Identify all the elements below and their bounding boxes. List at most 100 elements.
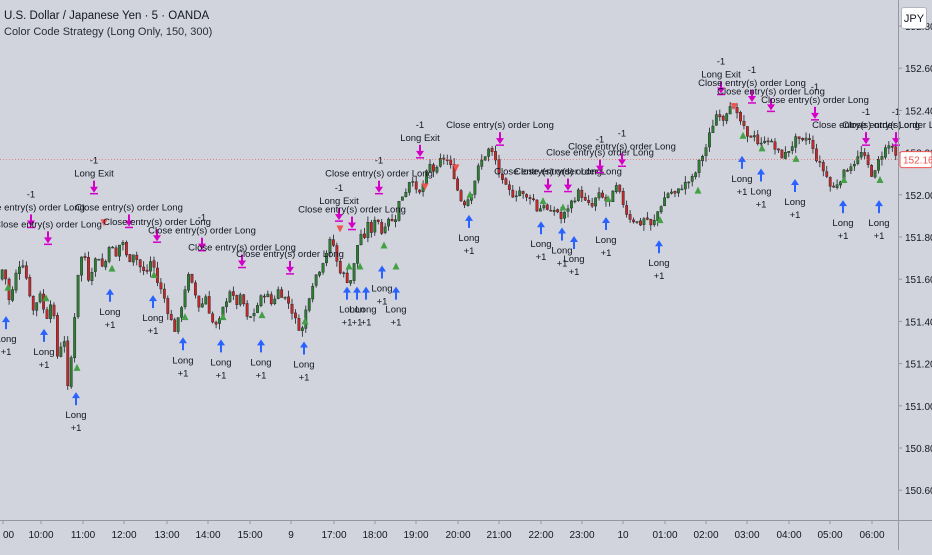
exit-arrowhead <box>564 184 572 191</box>
candle-body <box>332 239 335 246</box>
long-entry-qty: +1 <box>464 246 475 257</box>
candle-body <box>763 140 767 143</box>
candle-body <box>452 164 456 179</box>
candle-body <box>652 219 656 225</box>
long-entry-arrowhead <box>343 286 351 293</box>
candle-body <box>708 132 711 148</box>
candle-body <box>311 285 315 300</box>
candle-body <box>204 296 208 305</box>
trade-annotations: Long+1Long+1Long+1Long+1Long+1Long+1Long… <box>0 57 932 435</box>
candle-body <box>138 259 142 268</box>
exit-arrowhead <box>767 104 775 111</box>
exit-label: Close entry(s) order Long <box>103 217 211 228</box>
exit-label: Close entry(s) order Long <box>188 243 296 254</box>
candle-body <box>611 190 615 203</box>
candle-body <box>525 194 529 198</box>
candle-body <box>263 295 266 298</box>
long-entry-label: Long <box>293 360 314 371</box>
time-tick-label: 05:00 <box>817 530 842 541</box>
candle-body <box>425 170 428 184</box>
candle-body <box>677 188 680 194</box>
candle-body <box>18 266 21 274</box>
candle-body <box>794 136 798 148</box>
candle-body <box>307 298 311 311</box>
candle-body <box>0 269 4 280</box>
candle-body <box>542 205 546 209</box>
long-entry-label: Long <box>33 347 54 358</box>
long-entry-arrowhead <box>106 288 114 295</box>
long-entry-label: Long <box>563 254 584 265</box>
candle-body <box>490 148 494 152</box>
long-entry-qty: +1 <box>105 320 116 331</box>
exit-qty: -1 <box>375 156 383 167</box>
long-entry-arrowhead <box>257 339 265 346</box>
candle-body <box>259 295 263 306</box>
down-triangle-marker <box>730 103 738 111</box>
exit-label: Close entry(s) order Long <box>698 78 806 89</box>
candle-body <box>590 203 594 207</box>
candle-body <box>249 316 252 318</box>
candle-body <box>770 140 773 143</box>
long-entry-arrowhead <box>602 217 610 224</box>
up-triangle-marker <box>219 313 227 321</box>
up-triangle-marker <box>356 262 364 270</box>
candle-body <box>394 219 397 222</box>
price-tick-label: 152.400 <box>905 106 932 117</box>
down-triangle-marker <box>336 225 344 233</box>
candle-body <box>614 185 618 193</box>
time-tick-label: 13:00 <box>154 530 179 541</box>
candle-body <box>287 296 290 304</box>
candle-body <box>345 272 349 283</box>
time-tick-label: 18:00 <box>362 530 387 541</box>
candle-body <box>56 315 59 357</box>
candle-body <box>218 318 221 324</box>
long-entry-label: Long <box>65 410 86 421</box>
long-entry-qty: +1 <box>569 267 580 278</box>
candle-body <box>549 210 553 212</box>
candle-body <box>752 135 756 138</box>
candle-body <box>104 261 108 268</box>
currency-button[interactable]: JPY <box>901 7 927 29</box>
candle-body <box>35 302 39 311</box>
candle-body <box>162 288 166 299</box>
up-triangle-marker <box>380 241 388 249</box>
candle-body <box>349 280 353 284</box>
long-entry-qty: +1 <box>536 252 547 263</box>
strategy-legend[interactable]: Color Code Strategy (Long Only, 150, 300… <box>4 26 213 38</box>
candle-body <box>594 197 598 207</box>
exit-arrowhead <box>286 266 294 273</box>
up-triangle-marker <box>4 283 12 291</box>
symbol-title[interactable]: U.S. Dollar / Japanese Yen · 5 · OANDA <box>4 10 210 22</box>
long-entry-arrowhead <box>392 286 400 293</box>
candle-body <box>335 245 339 262</box>
candle-body <box>721 115 725 121</box>
candle-body <box>642 218 646 225</box>
candle-body <box>407 182 411 193</box>
candle-body <box>207 296 211 314</box>
candle-body <box>808 138 811 140</box>
long-entry-arrowhead <box>378 265 386 272</box>
exit-qty: -1 <box>27 189 35 200</box>
long-entry-arrowhead <box>300 341 308 348</box>
candle-body <box>597 192 601 199</box>
candle-body <box>376 219 380 222</box>
time-tick-label: 10:00 <box>28 530 53 541</box>
candle-body <box>532 198 535 200</box>
candle-body <box>231 291 235 296</box>
candle-body <box>863 152 867 156</box>
candle-body <box>173 319 177 332</box>
long-entry-qty: +1 <box>756 199 767 210</box>
candle-body <box>321 263 325 273</box>
long-entry-qty: +1 <box>874 231 885 242</box>
long-entry-label: Long <box>385 305 406 316</box>
candle-body <box>135 254 139 260</box>
candle-body <box>190 274 194 283</box>
candle-body <box>780 149 784 159</box>
candle-body <box>338 261 342 274</box>
candle-body <box>100 258 104 267</box>
up-triangle-marker <box>301 317 309 325</box>
candle-body <box>645 217 649 220</box>
